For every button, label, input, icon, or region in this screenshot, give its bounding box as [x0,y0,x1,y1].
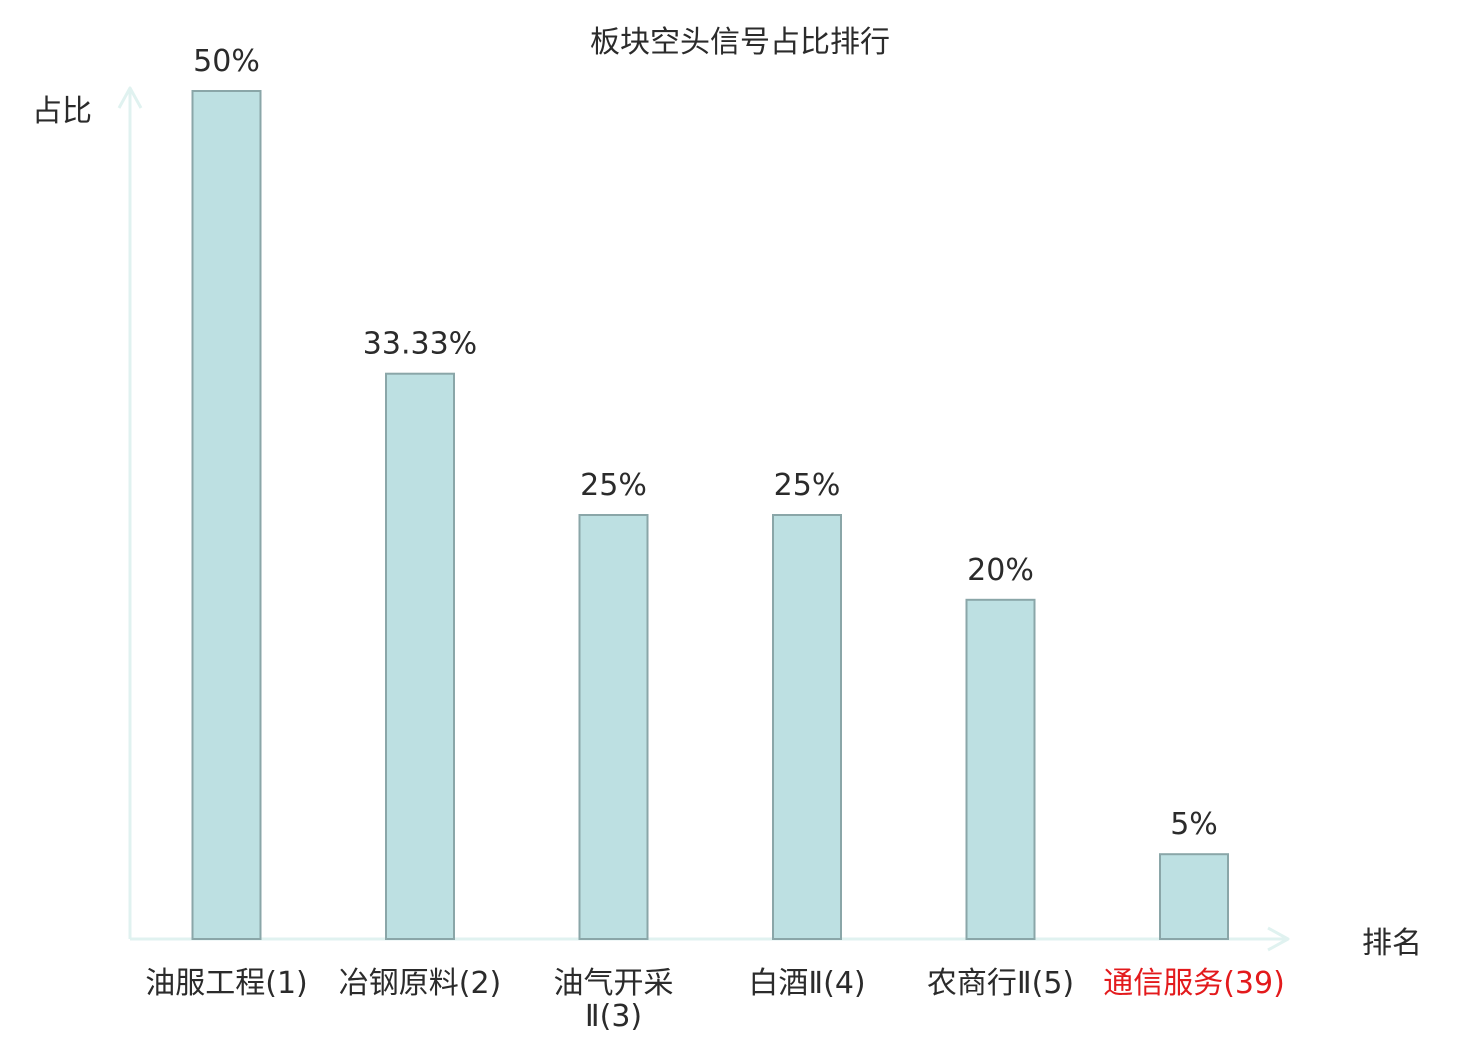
bar [965,598,1036,940]
y-axis-arrow [117,86,143,109]
x-axis-label: 排名 [1362,926,1422,961]
chart-title: 板块空头信号占比排行 [590,25,890,60]
value-label: 50% [193,44,260,79]
x-tick-label: 通信服务(39) [1103,966,1285,1001]
value-label: 33.33% [363,327,477,362]
value-label: 25% [774,468,841,503]
x-tick-label: 油气开采 [554,966,674,1001]
bar [578,514,649,940]
x-axis-arrow [1267,926,1290,952]
bar [385,372,455,940]
value-label: 20% [967,553,1034,588]
value-labels-group: 50% 33.33% 25% 25% 20% 5% [193,44,1218,842]
x-tick-label: 油服工程(1) [145,966,308,1001]
x-tick-label: Ⅱ(3) [585,999,642,1034]
bar [1159,853,1229,941]
value-label: 5% [1170,807,1218,842]
y-axis-label: 占比 [32,94,92,129]
value-label: 25% [580,468,647,503]
axes [117,86,1290,952]
bars-group [191,90,1229,941]
bar [191,90,262,940]
x-tick-label: 农商行Ⅱ(5) [927,966,1074,1001]
bar [772,514,842,940]
x-tick-label: 白酒Ⅱ(4) [748,966,865,1001]
x-tick-label: 冶钢原料(2) [339,966,502,1001]
